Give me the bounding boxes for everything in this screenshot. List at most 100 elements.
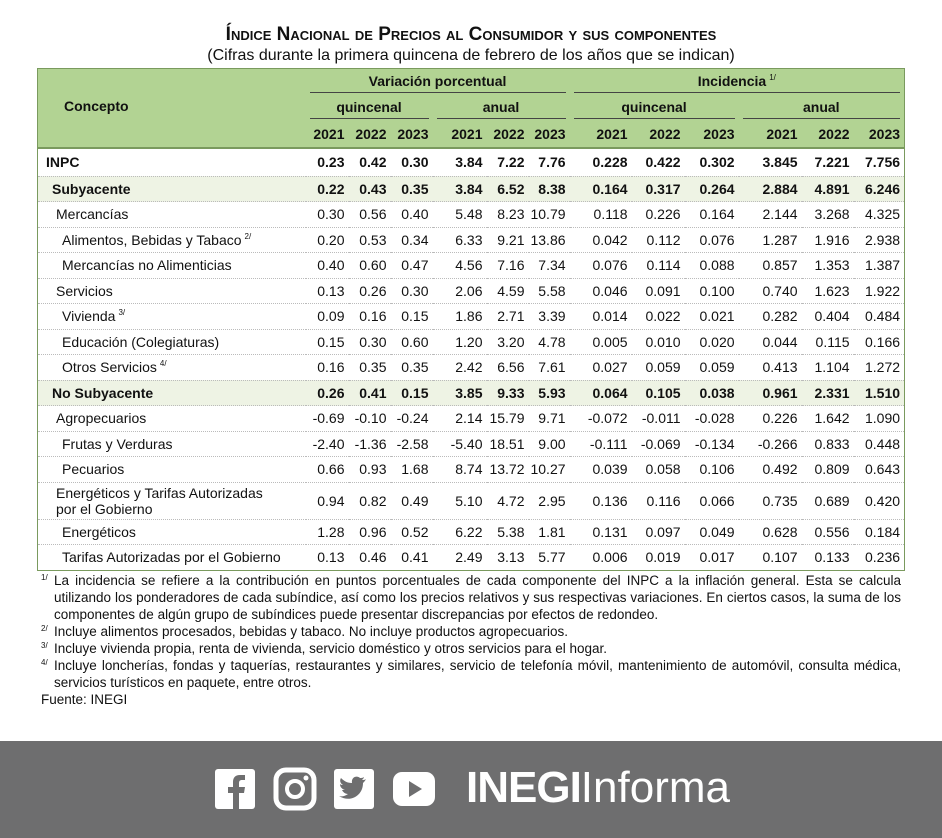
year-header: 2023: [684, 121, 739, 149]
cell: 0.961: [738, 380, 802, 406]
cell: 0.60: [390, 329, 433, 355]
cell: 5.38: [486, 519, 529, 545]
cell: 0.164: [569, 176, 632, 202]
cell: 8.23: [486, 201, 529, 228]
cell: 0.420: [853, 482, 905, 520]
row-label-text: Servicios: [56, 282, 113, 299]
cell: 0.236: [853, 544, 905, 571]
footnote-text: La incidencia se refiere a la contribuci…: [54, 573, 901, 622]
table-row: INPC 0.23 0.42 0.30 3.84 7.22 7.76 0.228 0.422 0.…: [37, 147, 905, 177]
cell: 0.857: [738, 252, 802, 279]
cell: 0.833: [801, 431, 854, 457]
cell: 0.20: [305, 227, 349, 253]
subgroup-header: quincenal: [305, 96, 433, 122]
table-row: Otros Servicios 4/0.16 0.35 0.35 2.42 6.56 7.6…: [37, 354, 905, 381]
cell: 0.020: [684, 329, 739, 355]
footnote-ref: 4/: [159, 359, 167, 369]
cell: 5.10: [432, 482, 487, 520]
cell: 0.66: [305, 456, 349, 483]
cell: 7.16: [486, 252, 529, 279]
cell: 0.059: [631, 354, 685, 381]
cell: 0.47: [390, 252, 433, 279]
cell: 1.20: [432, 329, 487, 355]
row-label: Tarifas Autorizadas por el Gobierno: [37, 544, 306, 571]
table-row: Vivienda 3/0.09 0.16 0.15 1.86 2.71 3.39 0.014 0…: [37, 303, 905, 330]
cell: 0.091: [631, 278, 685, 304]
cell: 0.107: [738, 544, 802, 571]
row-label-text: Pecuarios: [62, 461, 125, 478]
cell: 0.112: [631, 227, 685, 253]
table: Concepto Variación porcentual Incidencia 1/…: [37, 68, 906, 571]
cell: 0.82: [348, 482, 391, 520]
subgroup-label: quincenal: [309, 99, 429, 119]
cell: 0.16: [305, 354, 349, 381]
row-label: No Subyacente: [37, 380, 306, 406]
table-row: Tarifas Autorizadas por el Gobierno 0.13 0…: [37, 544, 905, 571]
cell: 0.26: [348, 278, 391, 304]
cell: 0.131: [569, 519, 632, 545]
cell: -1.36: [348, 431, 391, 457]
row-label-text: Mercancías: [56, 206, 129, 223]
cell: 0.43: [348, 176, 391, 202]
cell: 7.76: [528, 147, 570, 177]
row-label: Frutas y Verduras: [37, 431, 306, 457]
footer: INEGIInforma: [0, 741, 942, 838]
row-label-text: No Subyacente: [52, 384, 154, 401]
cell: 0.010: [631, 329, 685, 355]
cell: 0.282: [738, 303, 802, 330]
year-header: 2023: [853, 121, 905, 149]
cell: 10.27: [528, 456, 570, 483]
cell: 9.21: [486, 227, 529, 253]
subgroup-label: quincenal: [573, 99, 735, 119]
cell: 0.136: [569, 482, 632, 520]
cell: 0.027: [569, 354, 632, 381]
row-label-text: Agropecuarios: [56, 410, 147, 427]
source: Fuente: INEGI: [41, 692, 128, 707]
row-label-text: INPC: [46, 154, 80, 170]
cell: 9.00: [528, 431, 570, 457]
cell: 0.492: [738, 456, 802, 483]
row-label-text: Vivienda: [62, 308, 116, 325]
cell: 0.628: [738, 519, 802, 545]
cell: 0.021: [684, 303, 739, 330]
cell: 1.387: [853, 252, 905, 279]
row-label: Energéticos: [37, 519, 306, 545]
cell: 0.689: [801, 482, 854, 520]
table-row: Frutas y Verduras -2.40 -1.36 -2.58 -5.40 18.…: [37, 431, 905, 457]
footnote-mark: 2/: [41, 624, 48, 633]
cell: 0.226: [631, 201, 685, 228]
cell: 0.42: [348, 147, 391, 177]
cell: 5.93: [528, 380, 570, 406]
cell: 0.13: [305, 278, 349, 304]
cell: 6.246: [853, 176, 905, 202]
cell: 0.30: [348, 329, 391, 355]
cell: 6.56: [486, 354, 529, 381]
cell: 0.038: [684, 380, 739, 406]
cell: 4.325: [853, 201, 905, 228]
footnote-text: Incluye alimentos procesados, bebidas y …: [54, 624, 569, 639]
cell: 0.105: [631, 380, 685, 406]
year-header: 2023: [390, 121, 433, 149]
cell: 0.049: [684, 519, 739, 545]
cell: 13.72: [486, 456, 529, 483]
table-row: Subyacente 0.22 0.43 0.35 3.84 6.52 8.38 0.164 0…: [37, 176, 905, 202]
cell: -0.69: [305, 405, 349, 432]
cell: 0.097: [631, 519, 685, 545]
cell: 0.96: [348, 519, 391, 545]
header-row: Concepto Variación porcentual Incidencia 1/: [37, 68, 905, 149]
footnote: 2/Incluye alimentos procesados, bebidas …: [41, 623, 901, 640]
subgroup-label: anual: [742, 99, 901, 119]
cell: 0.228: [569, 147, 632, 177]
year-header: 2021: [432, 121, 487, 149]
row-label: Educación (Colegiaturas): [37, 329, 306, 355]
cell: -0.10: [348, 405, 391, 432]
cell: 1.104: [801, 354, 854, 381]
cell: 0.088: [684, 252, 739, 279]
cell: 0.058: [631, 456, 685, 483]
cell: 0.264: [684, 176, 739, 202]
cell: 0.26: [305, 380, 349, 406]
subgroup-header: anual: [432, 96, 570, 122]
cell: 4.891: [801, 176, 854, 202]
footnote: 3/Incluye vivienda propia, renta de vivi…: [41, 640, 901, 657]
